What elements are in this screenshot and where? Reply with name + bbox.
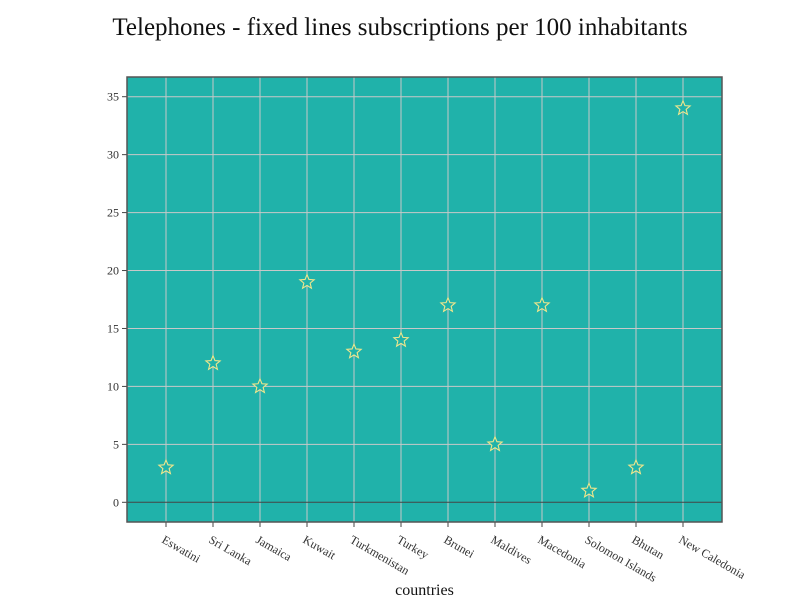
x-tick-label: Kuwait bbox=[301, 532, 339, 562]
y-tick-label: 10 bbox=[107, 379, 119, 393]
data-points bbox=[157, 99, 692, 498]
grid-lines bbox=[127, 77, 722, 522]
y-tick-label: 15 bbox=[107, 321, 119, 335]
y-tick-label: 25 bbox=[107, 206, 119, 220]
y-tick-label: 20 bbox=[107, 264, 119, 278]
data-point-star bbox=[392, 331, 410, 348]
x-tick-label: Turkey bbox=[395, 532, 432, 561]
x-tick-label: Maldives bbox=[489, 532, 535, 567]
y-tick-label: 35 bbox=[107, 90, 119, 104]
data-point-star bbox=[439, 296, 457, 313]
data-point-star bbox=[627, 458, 645, 475]
x-tick-label: New Caledonia bbox=[677, 532, 749, 582]
data-point-star bbox=[486, 435, 504, 452]
chart-title: Telephones - fixed lines subscriptions p… bbox=[112, 14, 688, 41]
x-axis-label: countries bbox=[395, 582, 454, 599]
data-point-star bbox=[251, 377, 269, 394]
x-tick-label: Brunei bbox=[442, 532, 478, 561]
y-tick-label: 5 bbox=[113, 437, 119, 451]
data-point-star bbox=[580, 481, 598, 498]
plot-area bbox=[127, 77, 722, 522]
y-axis-ticks: 0 5 10 15 20 25 30 35 bbox=[107, 90, 127, 509]
plot-frame bbox=[126, 76, 723, 523]
x-axis-ticks: Eswatini Sri Lanka Jamaica Kuwait Turkmenist… bbox=[160, 522, 749, 585]
x-tick-label: Sri Lanka bbox=[207, 532, 255, 568]
x-tick-label: Bhutan bbox=[630, 532, 667, 561]
x-tick-label: Eswatini bbox=[160, 532, 204, 565]
data-point-star bbox=[298, 273, 316, 290]
data-point-star bbox=[533, 296, 551, 313]
x-tick-label: Jamaica bbox=[254, 532, 295, 564]
y-tick-label: 0 bbox=[113, 495, 119, 509]
data-point-star bbox=[204, 354, 222, 371]
y-tick-label: 30 bbox=[107, 148, 119, 162]
data-point-star bbox=[674, 99, 692, 116]
data-point-star bbox=[345, 342, 363, 359]
data-point-star bbox=[157, 458, 175, 475]
x-tick-label: Macedonia bbox=[536, 532, 590, 571]
